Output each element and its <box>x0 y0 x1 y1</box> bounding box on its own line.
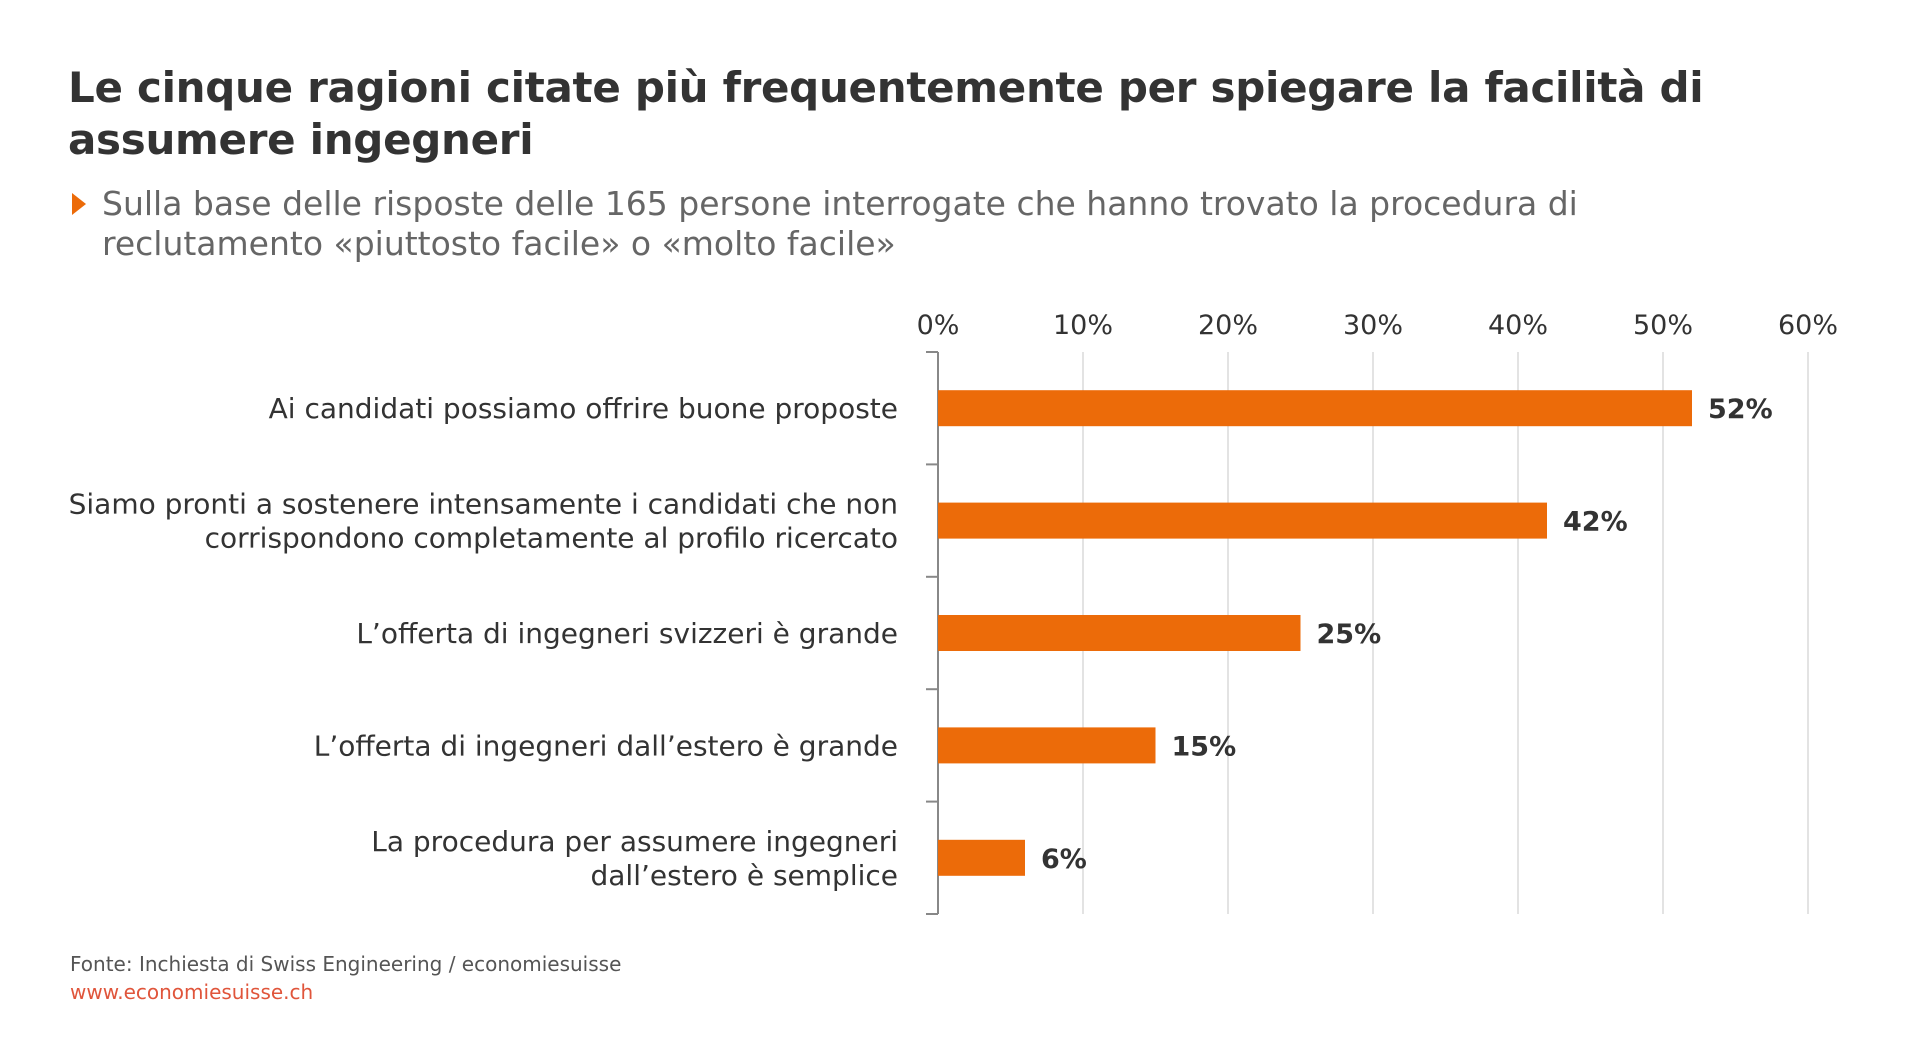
x-tick-label: 60% <box>1778 310 1838 341</box>
x-tick-label: 0% <box>917 310 960 341</box>
category-label-3: L’offerta di ingegneri svizzeri è grande <box>356 617 898 650</box>
source-link[interactable]: www.economiesuisse.ch <box>70 980 314 1004</box>
subtitle-block: Sulla base delle risposte delle 165 pers… <box>70 184 1770 264</box>
bar-1 <box>938 390 1692 427</box>
chart-title: Le cinque ragioni citate più frequenteme… <box>68 63 1704 164</box>
bar-4 <box>938 727 1156 764</box>
category-label-line: Ai candidati possiamo offrire buone prop… <box>269 392 898 425</box>
data-label-5: 6% <box>1041 844 1087 875</box>
category-label-line: Siamo pronti a sostenere intensamente i … <box>69 488 898 521</box>
triangle-bullet-icon <box>72 193 86 215</box>
x-tick-label: 10% <box>1053 310 1113 341</box>
bar-2 <box>938 502 1547 539</box>
data-label-3: 25% <box>1317 619 1382 650</box>
category-label-line: dall’estero è semplice <box>590 859 898 892</box>
category-label-1: Ai candidati possiamo offrire buone prop… <box>269 392 898 425</box>
footer: Fonte: Inchiesta di Swiss Engineering / … <box>70 950 621 1006</box>
data-label-1: 52% <box>1708 394 1773 425</box>
x-tick-label: 40% <box>1488 310 1548 341</box>
category-label-4: L’offerta di ingegneri dall’estero è gra… <box>314 729 898 762</box>
data-label-4: 15% <box>1172 731 1237 762</box>
category-label-line: L’offerta di ingegneri svizzeri è grande <box>356 617 898 650</box>
chart-subtitle: Sulla base delle risposte delle 165 pers… <box>102 184 1578 263</box>
x-tick-label: 30% <box>1343 310 1403 341</box>
category-label-5: La procedura per assumere ingegneri dall’… <box>371 825 898 892</box>
category-label-line: La procedura per assumere ingegneri <box>371 825 898 858</box>
bar-3 <box>938 615 1301 651</box>
category-label-2: Siamo pronti a sostenere intensamente i … <box>69 488 898 555</box>
source-note: Fonte: Inchiesta di Swiss Engineering / … <box>70 952 622 976</box>
bar-5 <box>938 839 1025 876</box>
x-tick-label: 50% <box>1633 310 1693 341</box>
category-label-line: corrispondono completamente al profilo r… <box>205 522 898 555</box>
x-tick-label: 20% <box>1198 310 1258 341</box>
category-label-line: L’offerta di ingegneri dall’estero è gra… <box>314 729 898 762</box>
data-label-2: 42% <box>1563 507 1628 538</box>
